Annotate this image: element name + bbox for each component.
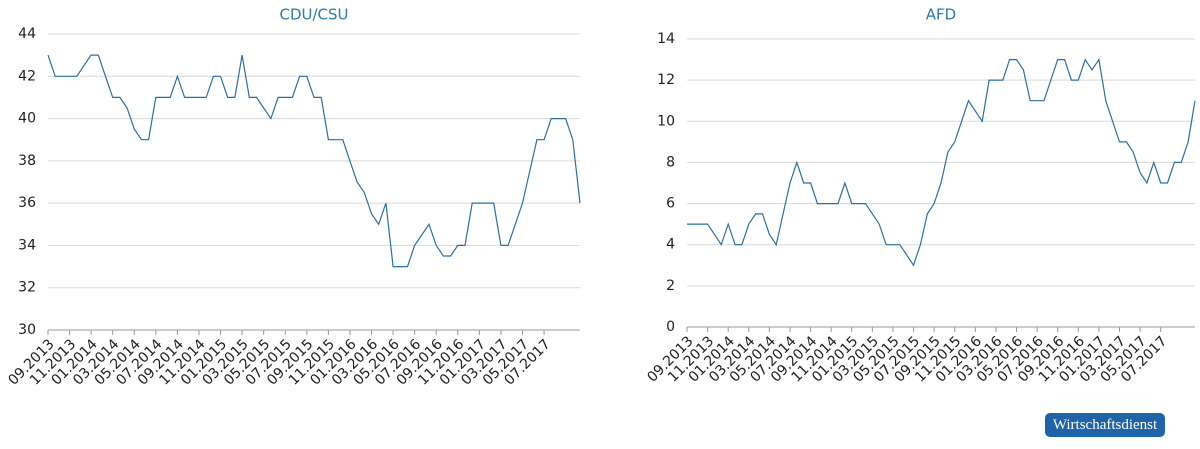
y-tick-label: 12 — [657, 72, 675, 88]
y-tick-label: 2 — [666, 278, 675, 294]
y-tick-label: 10 — [657, 113, 675, 129]
y-tick-label: 6 — [666, 196, 675, 212]
y-tick-label: 30 — [18, 322, 36, 338]
chart-title: CDU/CSU — [279, 6, 348, 24]
y-tick-label: 38 — [18, 153, 36, 169]
y-tick-label: 14 — [657, 31, 675, 47]
y-tick-label: 34 — [18, 237, 36, 253]
y-tick-label: 8 — [666, 154, 675, 170]
y-tick-label: 4 — [666, 237, 675, 253]
y-tick-label: 36 — [18, 195, 36, 211]
y-tick-label: 0 — [666, 319, 675, 335]
badge: Wirtschaftsdienst — [1045, 413, 1165, 437]
y-tick-label: 40 — [18, 111, 36, 127]
chart-title: AFD — [926, 6, 956, 24]
line — [687, 58, 1196, 267]
y-tick-label: 42 — [18, 68, 36, 84]
y-tick-label: 44 — [18, 26, 36, 42]
line — [47, 54, 581, 268]
y-tick-label: 32 — [18, 280, 36, 296]
